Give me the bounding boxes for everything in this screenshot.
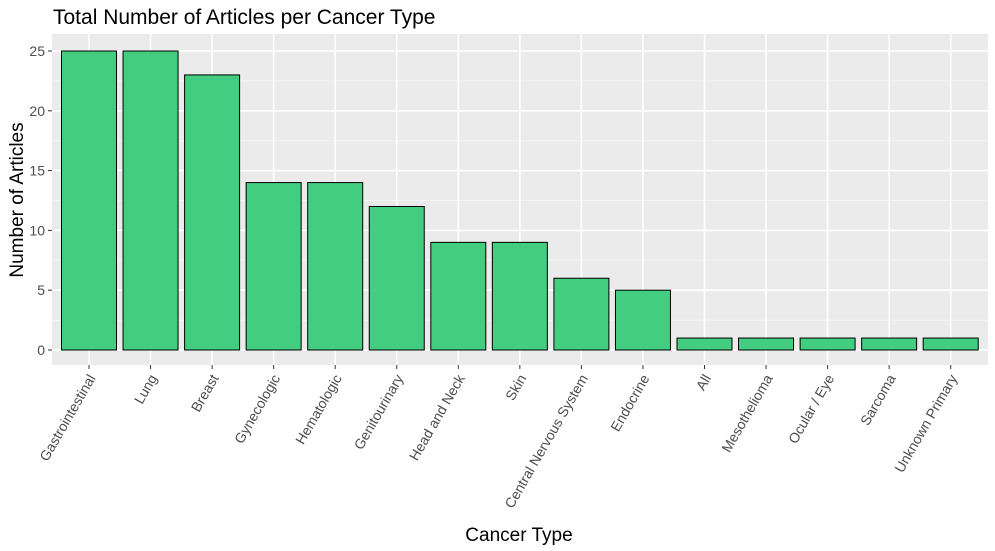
bar-all bbox=[676, 337, 733, 351]
bar-ocular-eye bbox=[799, 337, 856, 351]
x-tick-label: All bbox=[692, 372, 714, 393]
bar-unknown-primary bbox=[922, 337, 979, 351]
y-tick-label: 5 bbox=[37, 282, 45, 298]
bar-lung bbox=[122, 50, 179, 351]
bar-head-and-neck bbox=[430, 241, 487, 351]
bar-gastrointestinal bbox=[61, 50, 117, 351]
y-axis: 0 5 10 15 20 25 bbox=[29, 43, 52, 358]
x-tick-label: Head and Neck bbox=[406, 371, 469, 463]
x-tick-label: Endocrine bbox=[607, 371, 652, 434]
y-tick-label: 20 bbox=[29, 103, 45, 119]
x-axis: Gastrointestinal Lung Breast Gynecologic Hem… bbox=[36, 365, 960, 511]
y-tick-label: 15 bbox=[29, 163, 45, 179]
x-tick-label: Gastrointestinal bbox=[36, 372, 98, 464]
bar-central-nervous-system bbox=[553, 277, 610, 351]
x-tick-label: Lung bbox=[131, 372, 160, 407]
y-axis-title: Number of Articles bbox=[7, 122, 28, 277]
y-tick-label: 25 bbox=[29, 43, 45, 59]
x-tick-label: Sarcoma bbox=[857, 371, 899, 428]
x-tick-label: Ocular / Eye bbox=[785, 371, 837, 446]
bar-genitourinary bbox=[368, 205, 425, 351]
x-tick-label: Unknown Primary bbox=[891, 372, 960, 476]
x-tick-label: Gynecologic bbox=[231, 372, 283, 447]
bar-hematologic bbox=[307, 182, 364, 351]
x-tick-label: Breast bbox=[188, 371, 222, 414]
bar-sarcoma bbox=[861, 337, 918, 351]
y-tick-label: 0 bbox=[37, 342, 45, 358]
bars bbox=[61, 50, 979, 351]
x-axis-title: Cancer Type bbox=[465, 525, 572, 546]
chart-title: Total Number of Articles per Cancer Type bbox=[53, 6, 435, 29]
x-tick-label: Hematologic bbox=[292, 372, 345, 447]
x-tick-label: Genitourinary bbox=[350, 372, 406, 453]
x-tick-label: Mesothelioma bbox=[718, 371, 776, 455]
bar-mesothelioma bbox=[738, 337, 795, 351]
bar-breast bbox=[184, 74, 241, 351]
bar-skin bbox=[491, 241, 548, 351]
x-tick-label: Skin bbox=[502, 372, 529, 404]
y-tick-label: 10 bbox=[29, 222, 45, 238]
bar-endocrine bbox=[614, 289, 671, 351]
bar-gynecologic bbox=[245, 182, 302, 351]
